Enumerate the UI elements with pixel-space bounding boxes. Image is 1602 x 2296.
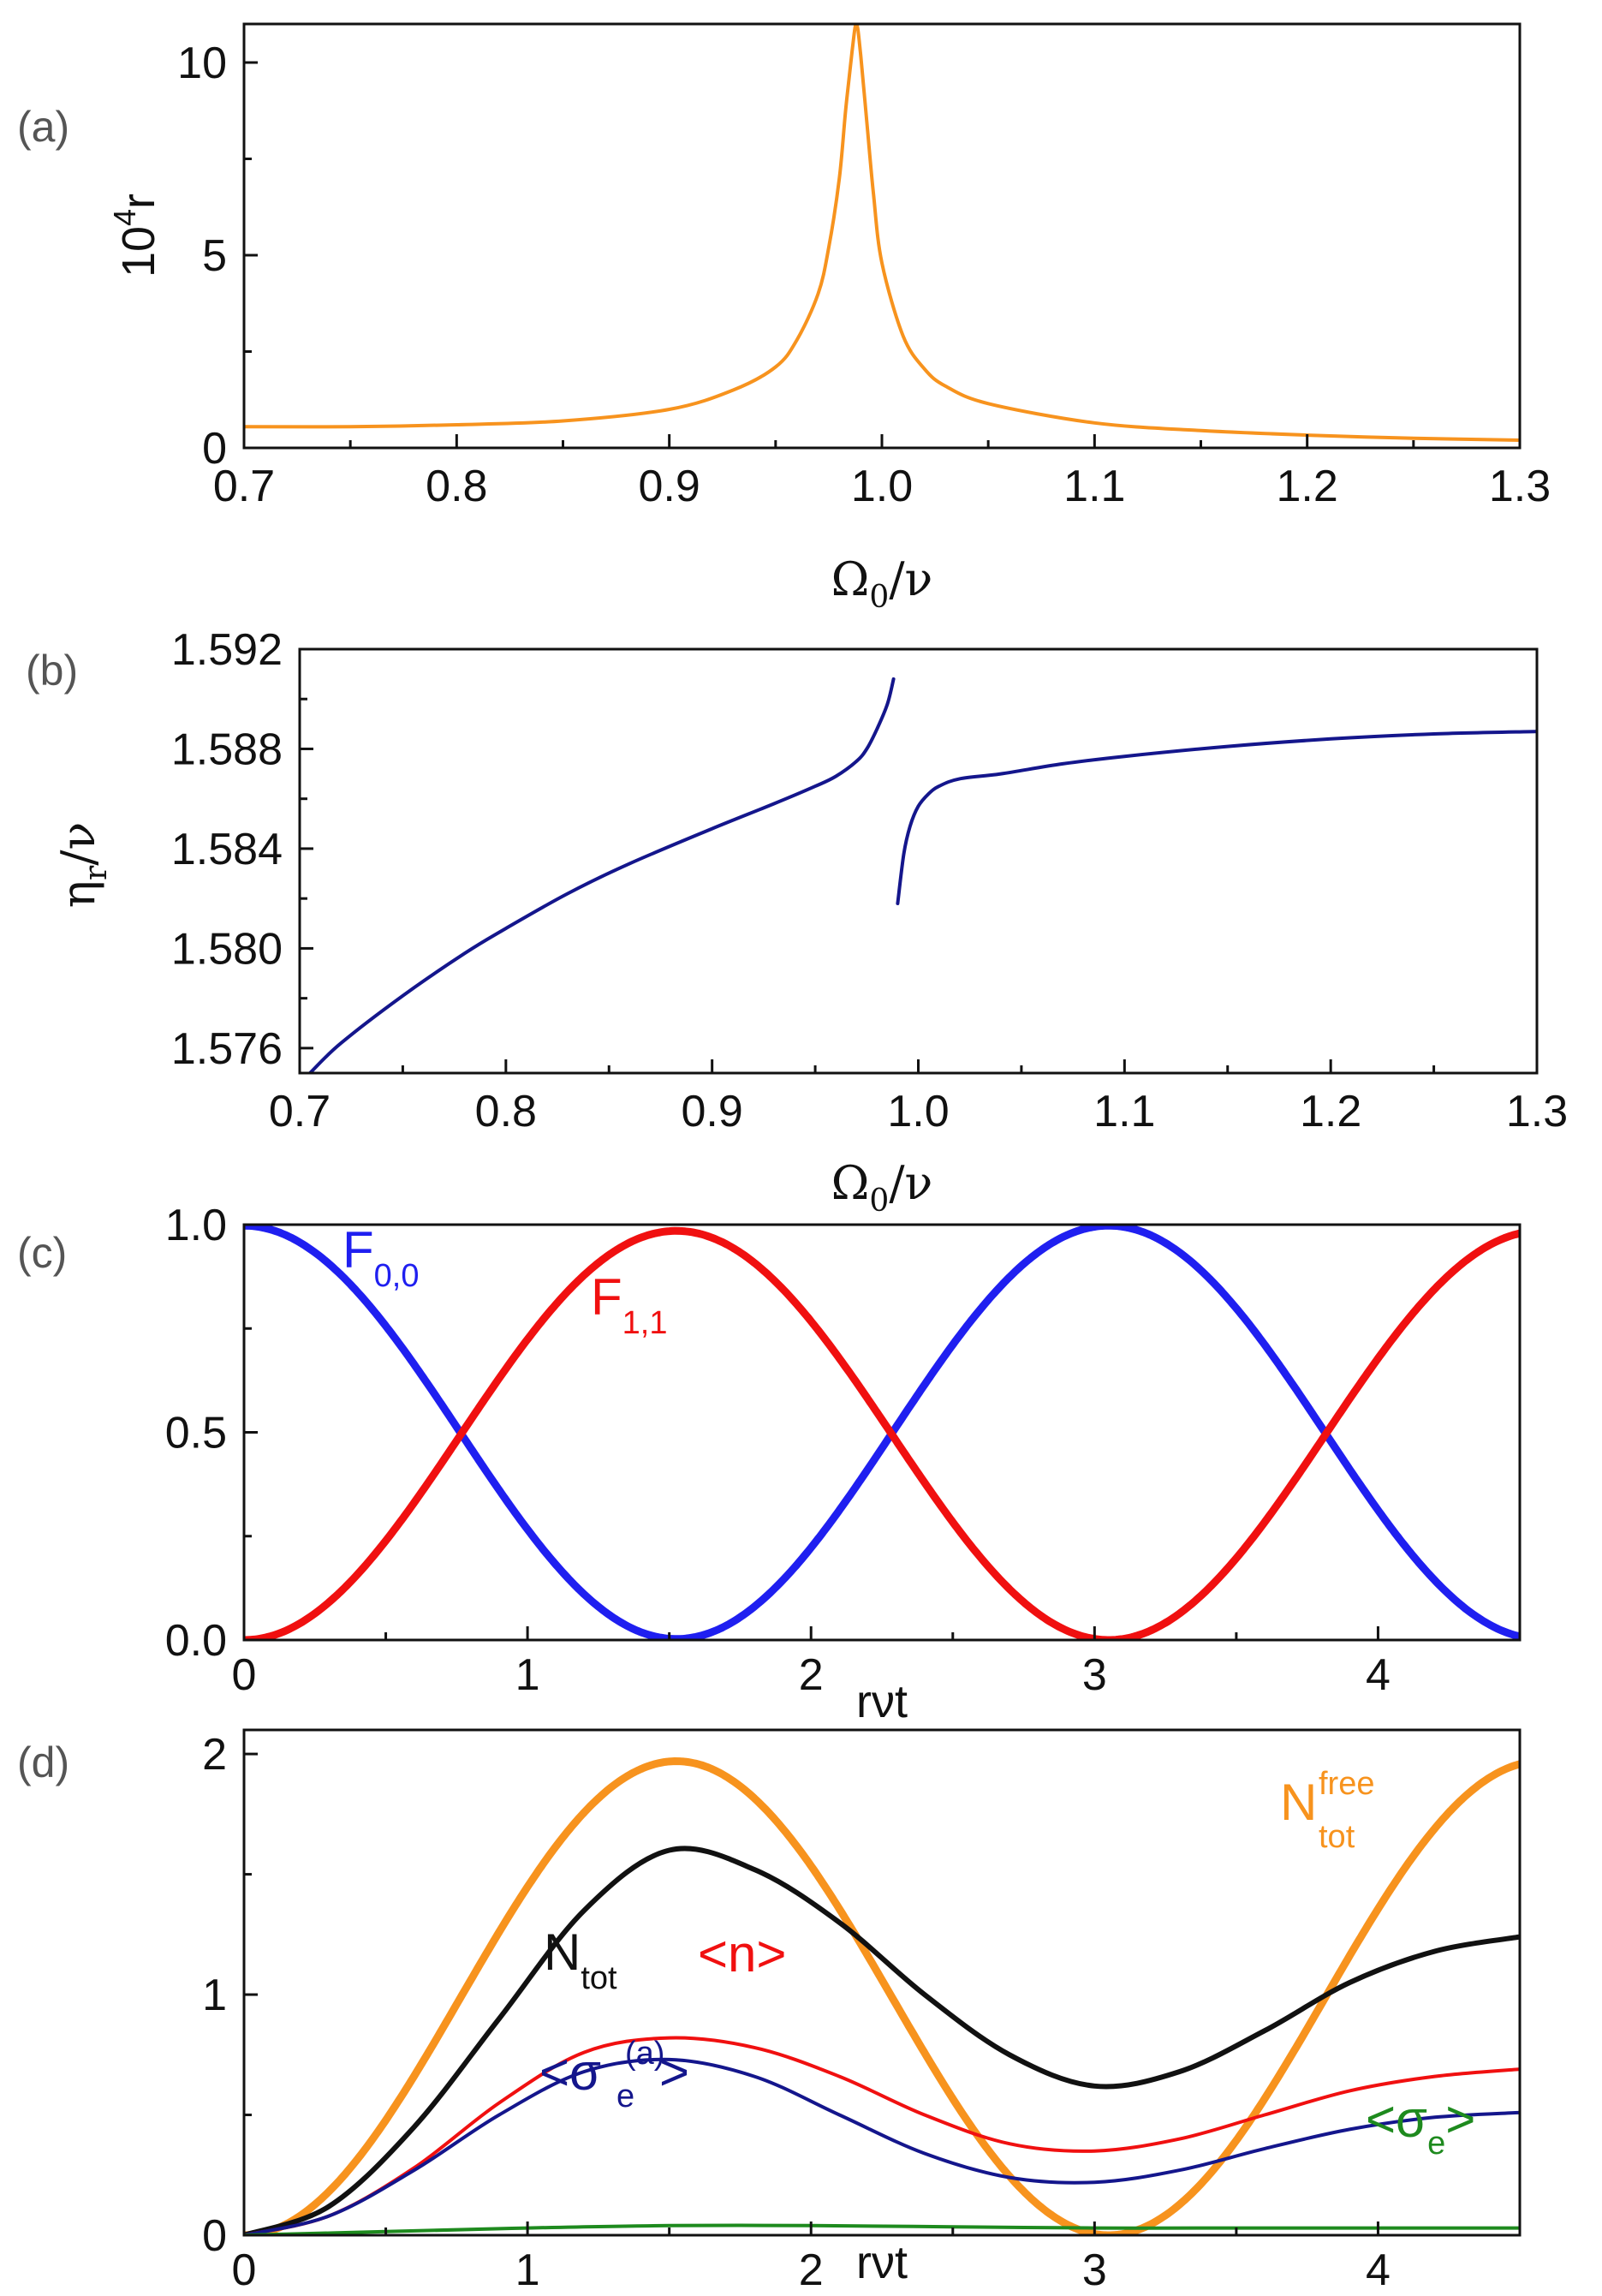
y-tick-label: 0 bbox=[202, 2211, 227, 2261]
y-tick-label: 1 bbox=[202, 1971, 227, 2020]
annotation-sigma-e: <σe> bbox=[1366, 2090, 1475, 2162]
x-tick-label: 1.1 bbox=[1093, 1087, 1155, 1136]
annotation-sigma-e-a: <σ (a) e > bbox=[539, 2036, 689, 2114]
y-tick-label: 1.580 bbox=[171, 924, 283, 974]
panel-a-ticks: 0.7 0.8 0.9 1.0 1.1 1.2 1.3 0 5 10 bbox=[177, 39, 1551, 511]
x-tick-label: 0.7 bbox=[269, 1087, 331, 1136]
x-tick-label: 0.9 bbox=[639, 462, 700, 511]
x-tick-label: 1.2 bbox=[1300, 1087, 1361, 1136]
x-tick-label: 1 bbox=[515, 2245, 540, 2295]
annotation-n: <n> bbox=[698, 1925, 786, 1983]
x-tick-label: 2 bbox=[799, 1650, 824, 1700]
y-tick-label: 1.588 bbox=[171, 725, 283, 774]
annotation-f00: F0,0 bbox=[342, 1221, 419, 1294]
y-tick-label: 0 bbox=[202, 424, 227, 474]
x-tick-label: 0.9 bbox=[682, 1087, 743, 1136]
x-tick-label: 4 bbox=[1366, 1650, 1391, 1700]
x-tick-label: 1.1 bbox=[1063, 462, 1125, 511]
panel-c-label: (c) bbox=[17, 1229, 67, 1277]
panel-b-xlabel: Ω0/ν bbox=[831, 1156, 933, 1219]
x-tick-label: 1.0 bbox=[851, 462, 913, 511]
series-line-f0-0 bbox=[244, 1225, 1520, 1640]
y-tick-label: 0.0 bbox=[165, 1616, 227, 1666]
panel-b-ylabel: ηr/ν bbox=[51, 822, 114, 909]
x-tick-label: 1 bbox=[515, 1650, 540, 1700]
panel-d: (d) 0 1 2 3 4 0 1 2 rνt Nfree tot Ntot <n> <σ (a)… bbox=[17, 1728, 1522, 2295]
x-tick-label: 4 bbox=[1366, 2245, 1391, 2295]
x-tick-label: 2 bbox=[799, 2245, 824, 2295]
y-tick-label: 1.584 bbox=[171, 825, 283, 874]
panel-c-series bbox=[244, 1225, 1520, 1640]
panel-b: (b) 0.7 0.8 0.9 1.0 1.1 1.2 1.3 1.576 1.580 1.584… bbox=[26, 625, 1568, 1219]
x-tick-label: 3 bbox=[1082, 2245, 1107, 2295]
series-line-n-tot bbox=[244, 1846, 1520, 2235]
y-tick-label: 10 bbox=[177, 39, 227, 88]
panel-c-ticks: 0 1 2 3 4 0.0 0.5 1.0 bbox=[165, 1201, 1391, 1700]
y-tick-label: 2 bbox=[202, 1730, 227, 1780]
x-tick-label: 0.8 bbox=[426, 462, 487, 511]
annotation-ntot: Ntot bbox=[544, 1923, 617, 1996]
series-line-e bbox=[244, 2223, 1520, 2235]
panel-b-series bbox=[308, 677, 1537, 1073]
panel-a-ylabel: 104r bbox=[107, 194, 164, 277]
x-tick-label: 1.0 bbox=[887, 1087, 949, 1136]
series-line-e-a bbox=[244, 2057, 1520, 2235]
x-tick-label: 0 bbox=[232, 1650, 257, 1700]
y-tick-label: 5 bbox=[202, 231, 227, 281]
panel-a-label: (a) bbox=[17, 103, 69, 151]
x-tick-label: 1.3 bbox=[1489, 462, 1551, 511]
panel-d-series bbox=[244, 1757, 1520, 2235]
y-tick-label: 0.5 bbox=[165, 1409, 227, 1458]
panel-a-plot-frame bbox=[242, 22, 1522, 450]
x-tick-label: 3 bbox=[1082, 1650, 1107, 1700]
panel-d-label: (d) bbox=[17, 1738, 69, 1786]
series-line-r-upper-branch bbox=[896, 730, 1537, 905]
panel-c: (c) 0 1 2 3 4 0.0 0.5 1.0 rνt F0,0 F1,1 bbox=[17, 1201, 1522, 1727]
x-tick-label: 0.7 bbox=[213, 462, 275, 511]
series-line-r-lower-branch bbox=[308, 677, 896, 1073]
panel-a-xlabel: Ω0/ν bbox=[831, 552, 933, 615]
x-tick-label: 0.8 bbox=[475, 1087, 537, 1136]
series-line-f1-1 bbox=[244, 1226, 1520, 1640]
annotation-ntot-free: Nfree tot bbox=[1280, 1766, 1374, 1855]
annotation-f11: F1,1 bbox=[591, 1268, 667, 1341]
y-tick-label: 1.592 bbox=[171, 625, 283, 675]
series-line-n-tot-free bbox=[244, 1757, 1520, 2235]
panel-b-ticks: 0.7 0.8 0.9 1.0 1.1 1.2 1.3 1.576 1.580 1.584 1.58… bbox=[171, 625, 1568, 1136]
series-line-n bbox=[244, 2036, 1520, 2235]
panel-a-series bbox=[244, 24, 1520, 442]
panel-d-xlabel: rνt bbox=[856, 2237, 908, 2288]
x-tick-label: 1.3 bbox=[1506, 1087, 1568, 1136]
y-tick-label: 1.0 bbox=[165, 1201, 227, 1250]
panel-b-label: (b) bbox=[26, 647, 78, 695]
x-tick-label: 0 bbox=[232, 2245, 257, 2295]
y-tick-label: 1.576 bbox=[171, 1024, 283, 1074]
series-line-r bbox=[244, 24, 1520, 442]
panel-c-xlabel: rνt bbox=[856, 1676, 908, 1727]
panel-d-ticks: 0 1 2 3 4 0 1 2 bbox=[202, 1730, 1391, 2295]
panel-a: (a) 0.7 0.8 0.9 1.0 1.1 1.2 1.3 0 5 10 104r Ω0/ν bbox=[17, 22, 1551, 615]
panel-b-plot-frame bbox=[298, 647, 1539, 1075]
panel-d-plot-frame bbox=[242, 1728, 1522, 2237]
x-tick-label: 1.2 bbox=[1277, 462, 1338, 511]
